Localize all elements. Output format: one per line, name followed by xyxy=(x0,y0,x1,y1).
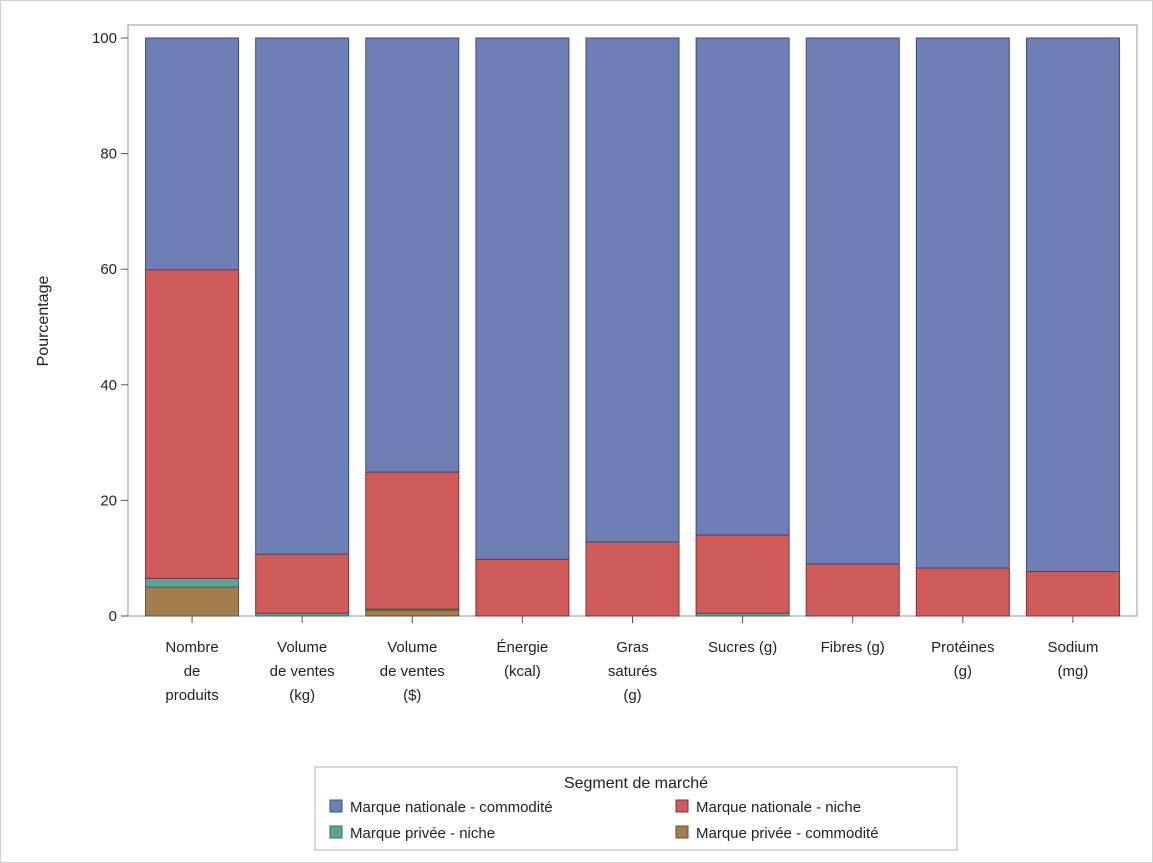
x-tick-label: Gras xyxy=(616,639,649,656)
x-tick-label: produits xyxy=(165,687,218,704)
legend-label: Marque nationale - commodité xyxy=(350,799,553,816)
y-tick-label: 100 xyxy=(92,30,117,47)
bar-segment xyxy=(915,567,1010,617)
y-axis: 0 20 40 60 80 100 xyxy=(92,30,128,625)
legend-swatch xyxy=(329,825,343,839)
bar-segment xyxy=(365,37,460,473)
legend: Segment de marché Marque nationale - com… xyxy=(314,766,958,851)
y-tick-label: 20 xyxy=(100,492,117,509)
bar-segment xyxy=(695,37,790,536)
x-tick-label: Énergie xyxy=(497,639,549,656)
x-tick-label: Volume xyxy=(277,639,327,656)
legend-swatch xyxy=(675,825,689,839)
legend-title: Segment de marché xyxy=(564,775,708,792)
x-tick-label: ($) xyxy=(403,687,421,704)
bar-segment xyxy=(585,541,680,617)
x-tick-label: Nombre xyxy=(165,639,218,656)
bars-group xyxy=(145,37,1120,617)
x-tick-label: (g) xyxy=(623,687,641,704)
x-axis: Nombre de produits Volume de ventes (kg) Volum… xyxy=(165,616,1098,704)
bar-segment xyxy=(255,553,350,614)
x-tick-label: de ventes xyxy=(270,663,335,680)
legend-items: Marque nationale - commodité Marque natio… xyxy=(329,799,879,842)
legend-label: Marque nationale - niche xyxy=(696,799,861,816)
legend-swatch xyxy=(675,799,689,813)
x-tick-label: (mg) xyxy=(1058,663,1089,680)
bar-segment xyxy=(585,37,680,543)
legend-frame xyxy=(314,766,958,851)
bar-segment xyxy=(365,471,460,610)
bar-segment xyxy=(695,534,790,614)
bar-segment xyxy=(1025,37,1120,572)
x-tick-label: Protéines xyxy=(931,639,994,656)
x-tick-label: Sodium xyxy=(1048,639,1099,656)
y-tick-label: 80 xyxy=(100,146,117,163)
legend-swatch xyxy=(329,799,343,813)
x-tick-label: de xyxy=(184,663,201,680)
bar-segment xyxy=(805,37,900,565)
x-tick-label: (kcal) xyxy=(504,663,541,680)
y-tick-label: 40 xyxy=(100,377,117,394)
y-tick-label: 0 xyxy=(109,608,117,625)
x-tick-label: Fibres (g) xyxy=(821,639,885,656)
y-axis-title: Pourcentage xyxy=(35,276,52,367)
x-tick-label: saturés xyxy=(608,663,657,680)
x-tick-label: Volume xyxy=(387,639,437,656)
bar-segment xyxy=(255,37,350,555)
y-tick-label: 60 xyxy=(100,261,117,278)
bar-segment xyxy=(1025,570,1120,617)
bar-segment xyxy=(145,577,240,588)
legend-label: Marque privée - commodité xyxy=(696,825,879,842)
bar-segment xyxy=(915,37,1010,569)
legend-label: Marque privée - niche xyxy=(350,825,495,842)
bar-segment xyxy=(805,563,900,617)
bar-segment xyxy=(365,609,460,617)
bar-segment xyxy=(475,37,570,560)
bar-segment xyxy=(145,269,240,579)
bar-segment xyxy=(145,586,240,617)
x-tick-label: (g) xyxy=(954,663,972,680)
x-tick-label: Sucres (g) xyxy=(708,639,777,656)
bar-segment xyxy=(475,558,570,617)
x-tick-label: de ventes xyxy=(380,663,445,680)
x-tick-label: (kg) xyxy=(289,687,315,704)
bar-segment xyxy=(145,37,240,271)
